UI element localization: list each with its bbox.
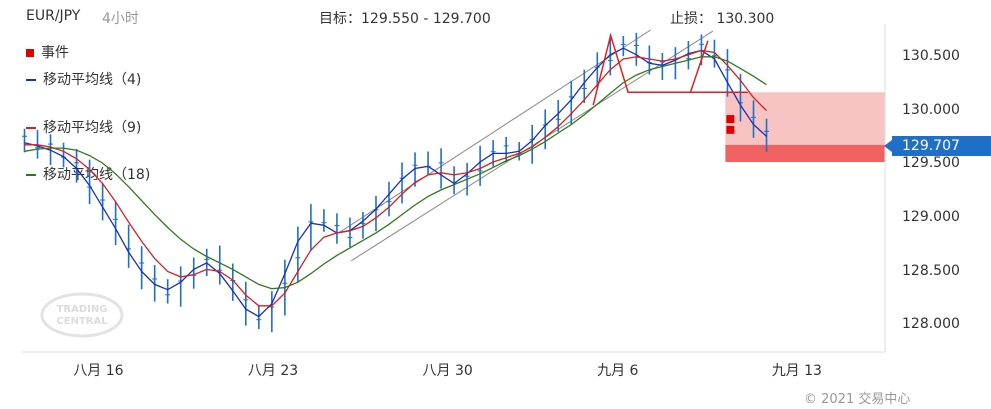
- legend-item-event: 事件: [26, 42, 69, 62]
- x-tick-label: 八月 30: [422, 363, 473, 379]
- header-target: 目标：129.550 - 129.700: [319, 11, 491, 27]
- events-layer: [726, 115, 735, 134]
- x-tick-label: 八月 16: [73, 363, 124, 379]
- event-marker: [726, 125, 735, 134]
- svg-text:CENTRAL: CENTRAL: [56, 316, 108, 327]
- y-tick-label: 129.500: [902, 155, 960, 172]
- legend-label: 移动平均线（4): [43, 72, 142, 88]
- current-price-value: 129.707: [902, 138, 960, 154]
- ma-line-0: [24, 47, 767, 318]
- legend-item-ma4: 移动平均线（4): [26, 69, 141, 89]
- zones-layer: [725, 92, 885, 163]
- y-tick-label: 129.000: [902, 208, 960, 225]
- current-price-tag: 129.707: [884, 136, 991, 156]
- candles-layer: [21, 32, 770, 333]
- line-icon: [26, 79, 36, 81]
- header-timeframe[interactable]: 4小时: [102, 11, 139, 27]
- moving-averages-layer: [24, 47, 767, 318]
- header-symbol[interactable]: EUR/JPY: [26, 8, 81, 24]
- price-arrow-icon: [884, 140, 892, 152]
- line-icon: [26, 174, 36, 176]
- copyright: © 2021 交易中心: [804, 392, 911, 407]
- header-stop: 止损： 130.300: [670, 11, 775, 27]
- zone-target_zone: [725, 144, 885, 163]
- x-tick-label: 九月 6: [597, 363, 639, 379]
- legend-label: 事件: [41, 45, 69, 61]
- event-marker: [726, 115, 735, 124]
- ma-line-2: [24, 56, 767, 290]
- pattern-layer: [592, 32, 748, 106]
- legend-label: 移动平均线（9): [43, 120, 142, 136]
- legend-label: 移动平均线（18): [43, 167, 151, 183]
- watermark-logo-icon: TRADING CENTRAL: [40, 292, 124, 338]
- axes-layer: [22, 24, 886, 353]
- trading-central-watermark: TRADING CENTRAL: [40, 292, 124, 338]
- x-tick-label: 九月 13: [771, 363, 822, 379]
- y-tick-label: 130.000: [902, 101, 960, 118]
- zone-stop_zone: [725, 92, 885, 145]
- x-tick-label: 八月 23: [247, 363, 299, 379]
- y-tick-label: 128.500: [902, 262, 960, 279]
- ma-line-1: [24, 49, 767, 307]
- y-tick-label: 130.500: [902, 47, 960, 64]
- legend-item-ma18: 移动平均线（18): [26, 164, 150, 184]
- svg-text:TRADING: TRADING: [57, 304, 108, 315]
- event-square-icon: [26, 49, 34, 57]
- channel-line: [338, 29, 651, 234]
- y-tick-label: 128.000: [902, 316, 960, 333]
- line-icon: [26, 127, 36, 129]
- legend-item-ma9: 移动平均线（9): [26, 117, 141, 137]
